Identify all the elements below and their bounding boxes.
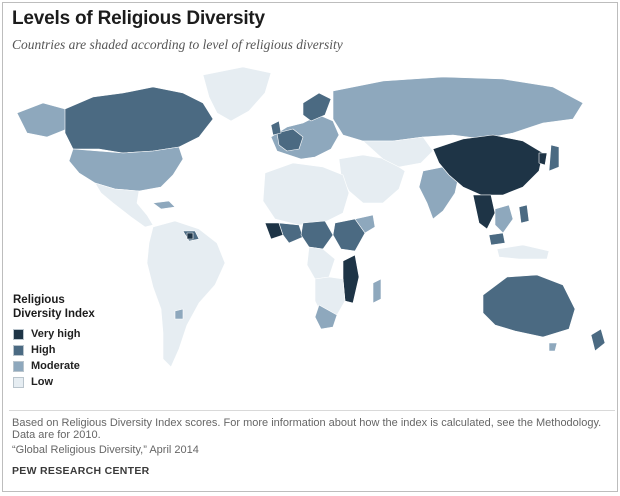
region-canada [64, 86, 214, 154]
legend-item-moderate: Moderate [13, 358, 143, 374]
legend-label-low: Low [31, 376, 53, 388]
region-southeast-asia [494, 204, 514, 234]
region-philippines [518, 204, 530, 224]
legend-swatch-low [13, 376, 24, 388]
legend-label-high: High [31, 344, 56, 356]
legend-swatch-moderate [13, 360, 24, 372]
region-scandinavia [302, 92, 332, 122]
legend-title-line1: Religious [13, 294, 65, 306]
map-subtitle: Countries are shaded according to level … [12, 37, 343, 52]
footer-divider [9, 410, 615, 411]
region-central-africa [300, 220, 334, 250]
world-map [16, 66, 606, 368]
legend-label-moderate: Moderate [31, 360, 80, 372]
region-china [432, 134, 544, 196]
region-indonesia [496, 244, 550, 260]
region-tasmania [548, 342, 558, 352]
region-caribbean [152, 200, 176, 210]
region-south-africa [314, 304, 338, 330]
legend-swatch-very-high [13, 328, 24, 340]
region-west-africa [278, 222, 304, 244]
legend-label-very-high: Very high [31, 328, 81, 340]
legend-item-low: Low [13, 374, 143, 390]
region-south-america [146, 220, 226, 368]
map-title: Levels of Religious Diversity [12, 8, 265, 29]
legend-items: Very high High Moderate Low [13, 326, 143, 390]
region-suriname [186, 232, 194, 240]
region-uk [270, 120, 282, 136]
map-legend: Religious Diversity Index Very high High… [13, 293, 143, 390]
region-mozambique [342, 254, 360, 304]
region-korea [538, 152, 548, 166]
publisher-logo-text: PEW RESEARCH CENTER [12, 465, 150, 477]
region-central-asia [362, 136, 434, 168]
legend-item-high: High [13, 342, 143, 358]
region-western-europe [276, 128, 304, 152]
methodology-note: Based on Religious Diversity Index score… [12, 417, 602, 441]
legend-title: Religious Diversity Index [13, 293, 143, 321]
region-united-states [68, 146, 184, 192]
region-mexico [94, 182, 154, 228]
region-horn-of-africa [354, 214, 376, 234]
region-indochina [472, 194, 496, 230]
region-australia [482, 274, 576, 338]
source-citation: “Global Religious Diversity,” April 2014 [12, 444, 199, 456]
region-alaska [16, 102, 68, 138]
region-congo [306, 246, 336, 280]
legend-item-very-high: Very high [13, 326, 143, 342]
region-north-africa [262, 162, 350, 226]
region-russia [332, 76, 584, 142]
region-new-zealand [590, 328, 606, 352]
region-japan [548, 144, 560, 172]
legend-title-line2: Diversity Index [13, 308, 95, 320]
region-malaysia [488, 232, 506, 246]
region-uruguay [174, 308, 184, 320]
region-greenland [202, 66, 272, 122]
region-madagascar [372, 278, 382, 304]
legend-swatch-high [13, 344, 24, 356]
